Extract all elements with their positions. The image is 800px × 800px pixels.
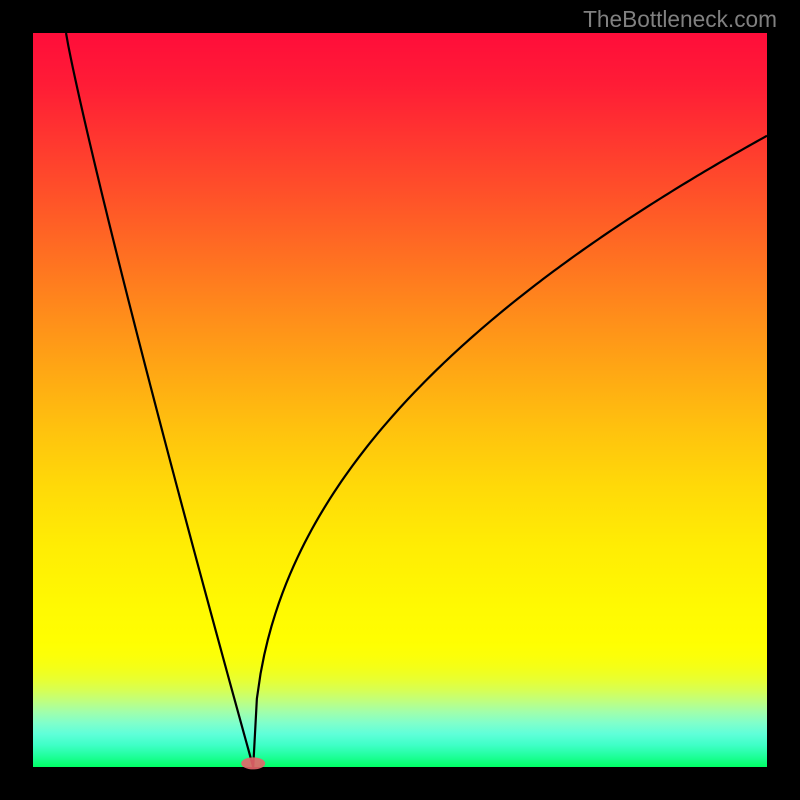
chart-container: TheBottleneck.com	[0, 0, 800, 800]
notch-marker	[241, 757, 265, 769]
plot-area	[33, 33, 767, 767]
chart-svg	[0, 0, 800, 800]
watermark-text: TheBottleneck.com	[583, 6, 777, 33]
